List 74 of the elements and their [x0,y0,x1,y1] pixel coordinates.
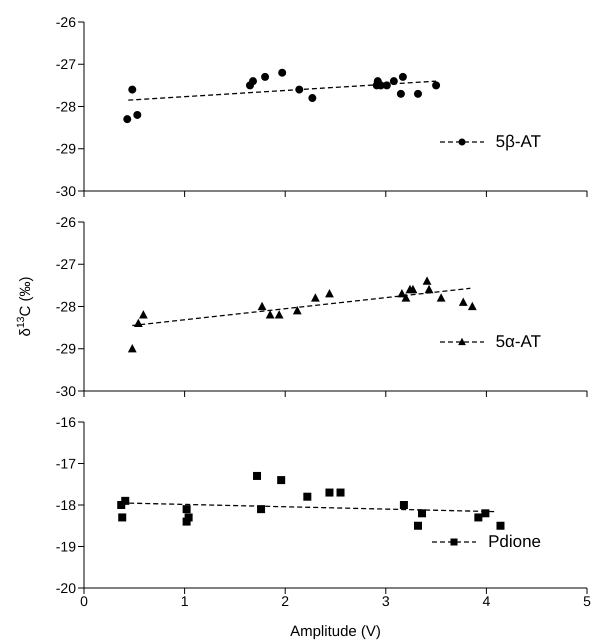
point [128,344,137,352]
x-tick-label: 0 [80,592,88,609]
point [266,310,275,319]
legend-label: 5α-AT [496,332,541,352]
point [468,302,477,310]
y-tick-label: -30 [56,382,76,399]
y-tick-label: -20 [56,580,76,596]
point [408,284,418,294]
point [310,293,320,302]
y-tick-label: -29 [56,340,76,357]
point [422,276,432,285]
point [496,522,504,530]
x-tick-label: 3 [382,592,390,609]
point [295,86,304,94]
y-tick-label: -16 [56,414,76,430]
x-axis-title: Amplitude (V) [290,623,381,640]
point [128,86,136,94]
point [400,501,408,509]
point [292,306,302,314]
y-tick-label: -26 [56,214,76,230]
point [258,302,266,310]
y-tick-label: -30 [56,182,76,199]
point [261,72,270,81]
legend: Pdione [432,532,541,552]
point [278,68,286,77]
point [402,293,410,302]
point [184,513,193,522]
point [481,509,490,518]
point [436,293,446,302]
legend-label: Pdione [488,532,541,552]
point [398,72,407,81]
point [133,110,142,119]
point [414,90,422,98]
point [182,505,191,514]
y-tick-label: -28 [56,298,76,314]
point [123,115,132,124]
y-tick-label: -17 [56,455,76,472]
y-tick-label: -29 [56,140,76,157]
legend: 5β-AT [440,132,541,152]
point [303,492,312,501]
point [253,472,262,480]
point [138,310,148,319]
point [118,513,126,522]
point [249,77,258,86]
y-tick-label: -28 [56,98,76,114]
y-tick-label: -27 [56,256,76,272]
y-tick-label: -27 [56,56,76,72]
legend-label: 5β-AT [496,132,541,152]
point [277,476,286,484]
legend: 5α-AT [440,332,541,352]
point [325,488,334,497]
point [336,488,345,497]
point [418,509,426,518]
point [390,77,398,86]
point [414,522,422,530]
point [458,297,468,306]
x-tick-label: 1 [180,592,189,609]
y-tick-label: -19 [56,538,76,554]
y-tick-label: -18 [56,496,76,513]
y-tick-label: -26 [56,14,76,30]
x-tick-label: 2 [281,592,290,609]
point [432,81,440,90]
point [396,90,405,98]
point [134,318,143,327]
point [308,94,316,102]
point [121,496,130,505]
point [325,289,334,298]
point [474,513,482,522]
x-tick-label: 5 [583,592,591,609]
point [382,81,391,90]
point [274,310,284,319]
x-tick-label: 4 [482,592,490,609]
point [424,284,434,294]
point [257,505,266,514]
